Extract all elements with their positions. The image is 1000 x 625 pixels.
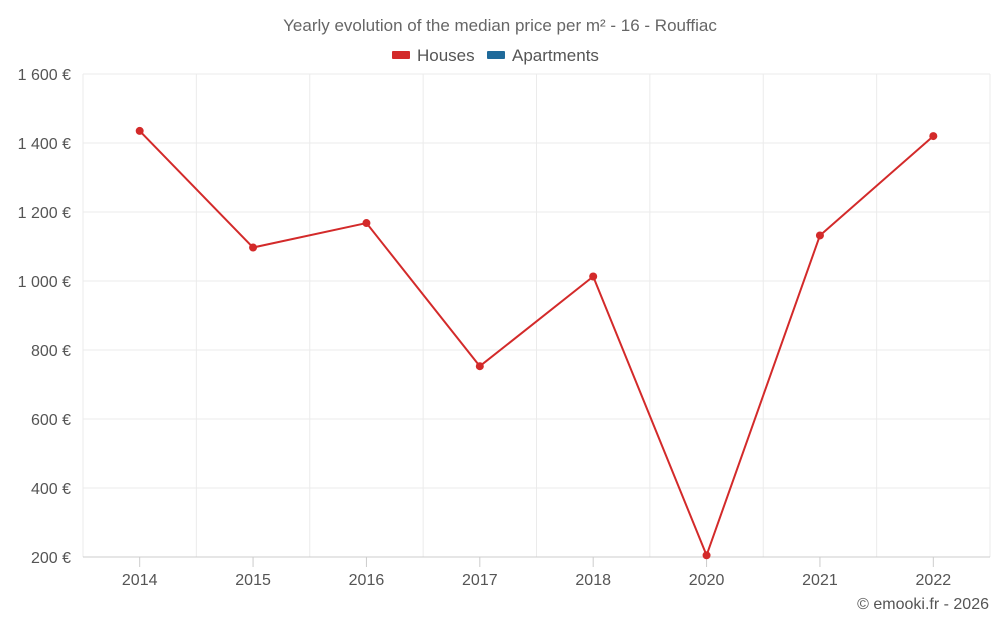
grid	[82, 73, 991, 557]
x-tick-label: 2014	[122, 572, 158, 589]
legend: Houses Apartments	[392, 46, 599, 65]
x-tick-label: 2018	[575, 572, 611, 589]
data-point	[589, 272, 598, 281]
x-tick-label: 2021	[802, 572, 838, 589]
series-layer	[135, 126, 938, 560]
y-tick-label: 200 €	[31, 550, 71, 567]
data-point	[815, 231, 824, 240]
data-point	[135, 126, 144, 135]
axes: 200 € 400 € 600 € 800 € 1 000 € 1 200 € 1 400 …	[18, 67, 990, 589]
legend-swatch-houses	[392, 51, 410, 59]
y-tick-label: 1 200 €	[18, 205, 71, 222]
y-tick-label: 1 000 €	[18, 274, 71, 291]
legend-label-houses: Houses	[417, 46, 475, 65]
y-tick-label: 600 €	[31, 412, 71, 429]
data-point	[362, 219, 371, 228]
data-point	[475, 362, 484, 371]
x-tick-label: 2017	[462, 572, 498, 589]
chart-title: Yearly evolution of the median price per…	[283, 16, 717, 35]
series-line-houses	[138, 130, 934, 557]
y-tick-label: 800 €	[31, 343, 71, 360]
x-tick-label: 2016	[349, 572, 385, 589]
x-tick-label: 2022	[916, 572, 952, 589]
data-point	[249, 243, 258, 252]
legend-swatch-apartments	[487, 51, 505, 59]
y-tick-label: 400 €	[31, 481, 71, 498]
y-tick-label: 1 600 €	[18, 67, 71, 84]
y-tick-label: 1 400 €	[18, 136, 71, 153]
x-tick-label: 2015	[235, 572, 271, 589]
legend-label-apartments: Apartments	[512, 46, 599, 65]
credit-text: © emooki.fr - 2026	[857, 596, 989, 613]
data-point	[929, 132, 938, 141]
data-point	[702, 551, 711, 560]
x-tick-label: 2020	[689, 572, 725, 589]
